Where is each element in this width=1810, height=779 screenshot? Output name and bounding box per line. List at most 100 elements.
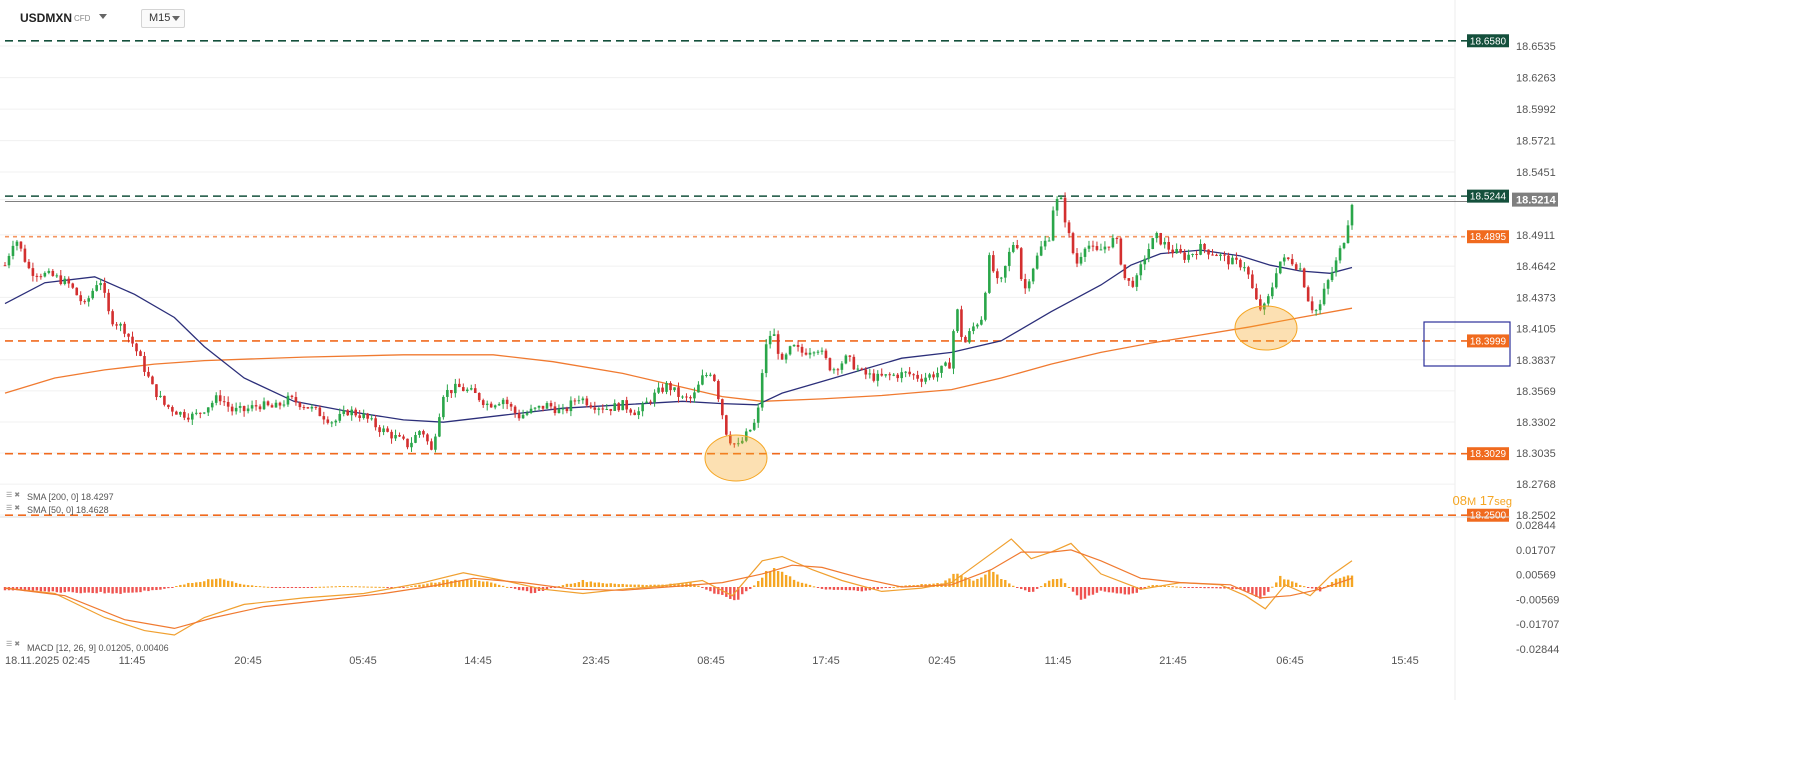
macd-hist-bar	[306, 587, 310, 588]
y-tick-label: 18.4642	[1516, 261, 1556, 273]
candle-body	[697, 384, 700, 393]
candle-body	[1239, 259, 1242, 268]
timeframe-select[interactable]: M15	[141, 9, 185, 28]
candle-body	[147, 371, 150, 377]
candle-body	[844, 355, 848, 364]
macd-hist-bar	[1175, 586, 1178, 588]
candle-body	[1179, 248, 1182, 253]
macd-hist-bar	[872, 587, 875, 590]
candle-body	[262, 401, 266, 410]
macd-hist-bar	[83, 587, 86, 593]
candle-body	[39, 276, 43, 278]
macd-hist-bar	[864, 587, 868, 591]
candle-body	[649, 401, 652, 403]
candle-body	[1079, 256, 1083, 264]
candle-body	[473, 388, 477, 393]
macd-hist-bar	[529, 587, 533, 594]
macd-hist-bar	[358, 586, 361, 588]
macd-hist-bar	[386, 587, 389, 588]
macd-hist-bar	[15, 587, 19, 591]
macd-hist-bar	[139, 587, 142, 593]
candle-body	[1191, 253, 1194, 255]
candle-body	[254, 405, 258, 407]
symbol-type: CFD	[74, 14, 91, 23]
candle-body	[509, 403, 513, 407]
candle-body	[944, 362, 947, 366]
macd-hist-bar	[1302, 586, 1306, 588]
symbol-dropdown-icon[interactable]	[99, 14, 107, 19]
symbol-name[interactable]: USDMXN	[20, 11, 73, 25]
macd-hist-bar	[254, 585, 258, 587]
macd-hist-bar	[764, 570, 768, 587]
macd-hist-bar	[478, 580, 481, 587]
candle-body	[573, 400, 577, 402]
candle-body	[1163, 241, 1166, 245]
macd-hist-bar	[569, 583, 573, 587]
candle-body	[748, 429, 752, 432]
candle-body	[306, 407, 310, 409]
macd-hist-bar	[697, 585, 700, 587]
macd-hist-bar	[625, 584, 628, 587]
legend-menu-icon[interactable]: ☰ ✖	[6, 492, 20, 499]
macd-hist-bar	[330, 586, 333, 588]
candle-body	[362, 413, 365, 419]
macd-hist-bar	[79, 587, 82, 594]
candle-body	[171, 407, 174, 412]
y-tick-label: 18.4105	[1516, 324, 1556, 336]
legend-menu-icon[interactable]: ☰ ✖	[6, 505, 20, 512]
macd-hist-bar	[573, 583, 577, 587]
candle-body	[446, 389, 449, 397]
level-price-label: 18.4895	[1470, 232, 1507, 243]
macd-hist-bar	[362, 586, 365, 588]
candle-body	[1171, 249, 1174, 254]
macd-hist-bar	[370, 586, 373, 588]
macd-hist-bar	[163, 587, 166, 589]
macd-hist-bar	[1091, 587, 1095, 595]
y-tick-label: 18.5721	[1516, 136, 1556, 148]
macd-hist-bar	[175, 586, 178, 588]
macd-hist-bar	[633, 584, 636, 587]
candle-body	[402, 436, 405, 439]
candle-body	[127, 333, 130, 337]
candle-body	[868, 373, 872, 375]
macd-hist-bar	[1024, 587, 1027, 591]
macd-hist-bar	[1195, 587, 1198, 588]
candle-body	[1243, 267, 1246, 269]
candle-body	[214, 395, 218, 403]
candle-body	[1227, 255, 1230, 265]
candle-body	[800, 346, 804, 353]
x-tick-label: 15:45	[1391, 655, 1419, 667]
candle-body	[318, 407, 322, 417]
candle-body	[1167, 241, 1170, 250]
macd-hist-bar	[1063, 583, 1067, 587]
candle-body	[605, 408, 609, 410]
macd-hist-bar	[725, 587, 728, 597]
macd-hist-bar	[964, 577, 967, 587]
macd-hist-bar	[1051, 579, 1055, 587]
candle-body	[876, 373, 880, 381]
candle-body	[653, 392, 656, 403]
macd-hist-bar	[346, 586, 349, 588]
macd-hist-bar	[1310, 587, 1314, 589]
macd-hist-bar	[23, 587, 27, 592]
macd-hist-bar	[195, 582, 198, 587]
legend-menu-icon[interactable]: ☰ ✖	[6, 641, 20, 648]
macd-hist-bar	[613, 583, 616, 587]
candle-body	[1047, 240, 1051, 242]
candle-body	[904, 371, 907, 373]
candle-body	[1318, 304, 1322, 311]
macd-hist-bar	[59, 587, 62, 593]
macd-hist-bar	[322, 586, 326, 588]
candle-body	[493, 405, 497, 408]
candle-body	[593, 407, 597, 410]
candle-body	[569, 400, 573, 412]
candle-body	[83, 301, 87, 303]
macd-hist-bar	[470, 579, 473, 587]
x-tick-label: 20:45	[234, 655, 262, 667]
candle-body	[521, 414, 525, 419]
macd-hist-bar	[497, 584, 501, 587]
candle-body	[896, 374, 899, 379]
candle-body	[808, 352, 812, 355]
candle-body	[1135, 275, 1139, 287]
